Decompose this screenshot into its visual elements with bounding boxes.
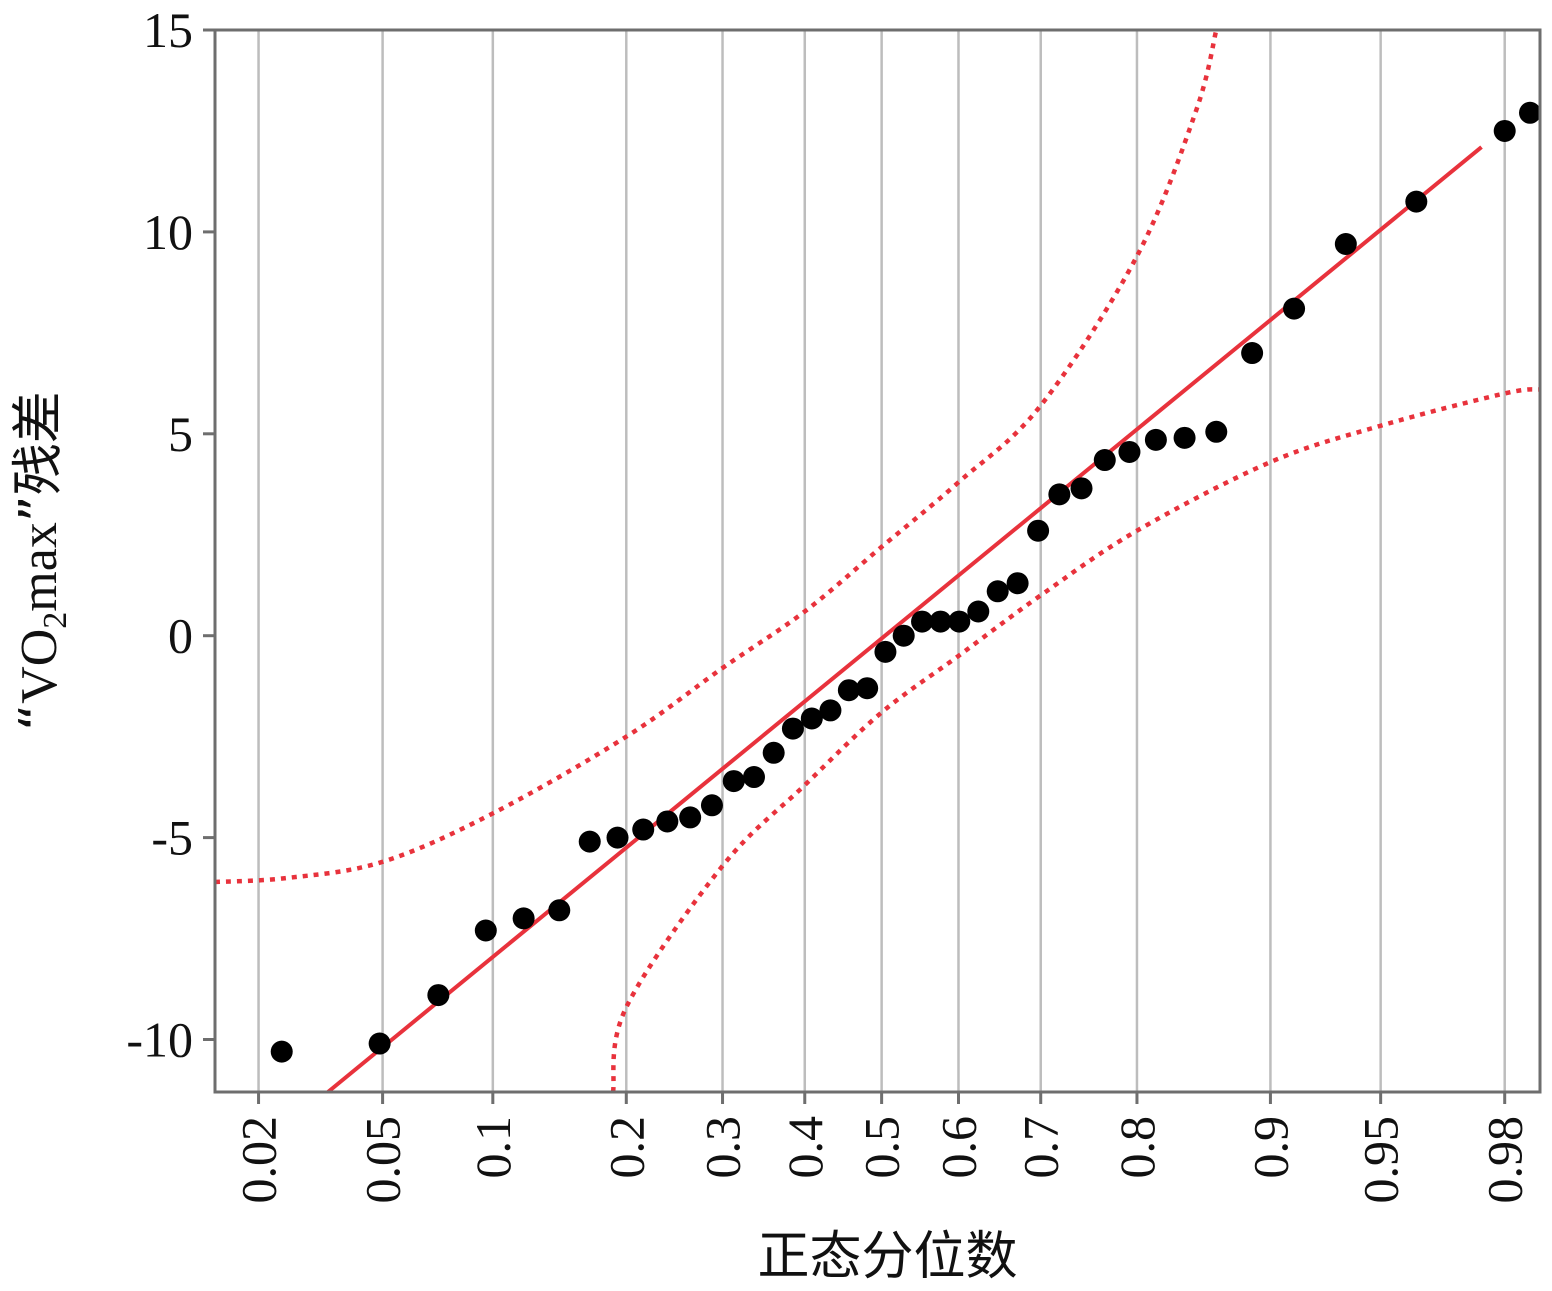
x-tick-label: 0.2 xyxy=(598,1116,654,1179)
data-point xyxy=(1493,119,1516,142)
y-axis-title-vo: VO xyxy=(11,629,68,704)
x-axis-title: 正态分位数 xyxy=(757,1227,1017,1287)
y-tick-label: 15 xyxy=(143,2,193,58)
data-point xyxy=(548,899,571,922)
data-point xyxy=(819,699,842,722)
data-point xyxy=(1027,519,1050,542)
data-point xyxy=(1173,426,1196,449)
data-point xyxy=(892,624,915,647)
plot-frame xyxy=(213,28,1542,1094)
x-tick-label: 0.8 xyxy=(1109,1116,1165,1179)
data-point xyxy=(722,770,745,793)
data-point xyxy=(1093,449,1116,472)
fit-line xyxy=(326,145,1483,1094)
data-point xyxy=(679,806,702,829)
data-point xyxy=(578,830,601,853)
data-point xyxy=(1205,420,1228,443)
data-point xyxy=(1118,440,1141,463)
data-point xyxy=(856,677,879,700)
data-point xyxy=(1334,233,1357,256)
data-point xyxy=(911,610,934,633)
fit-line-layer xyxy=(326,145,1483,1094)
y-tick-label: 10 xyxy=(143,204,193,260)
data-point xyxy=(427,984,450,1007)
residual-points xyxy=(270,101,1541,1063)
data-point xyxy=(986,580,1009,603)
data-point xyxy=(929,610,952,633)
data-point xyxy=(874,640,897,663)
data-point xyxy=(512,907,535,930)
data-point xyxy=(1048,483,1071,506)
x-tick-label: 0.5 xyxy=(854,1116,910,1179)
data-point xyxy=(837,679,860,702)
data-point xyxy=(800,707,823,730)
x-tick-label: 0.1 xyxy=(465,1116,521,1179)
x-tick-label: 0.98 xyxy=(1477,1116,1533,1204)
y-axis-title-subscript: 2 xyxy=(37,612,74,629)
data-point xyxy=(1144,428,1167,451)
data-point xyxy=(762,741,785,764)
data-point xyxy=(1070,477,1093,500)
data-point xyxy=(1519,101,1541,124)
y-tick-label: 5 xyxy=(168,406,193,462)
y-tick-label: 0 xyxy=(168,608,193,664)
data-point xyxy=(632,818,655,841)
y-axis-title-open-quote: “ xyxy=(9,704,69,731)
data-point xyxy=(781,717,804,740)
data-point xyxy=(1006,572,1029,595)
x-tick-label: 0.4 xyxy=(777,1116,833,1179)
x-tick-label: 0.95 xyxy=(1353,1116,1409,1204)
x-tick-label: 0.6 xyxy=(930,1116,986,1179)
y-tick-label: -10 xyxy=(126,1012,193,1068)
data-point xyxy=(1283,297,1306,320)
x-tick-label: 0.7 xyxy=(1013,1116,1069,1179)
y-axis-title: “VO2max”残差 xyxy=(9,391,74,731)
data-point xyxy=(606,826,629,849)
data-point xyxy=(1241,342,1264,365)
lower-confidence-band xyxy=(610,387,1541,1093)
x-tick-label: 0.3 xyxy=(695,1116,751,1179)
upper-confidence-band xyxy=(214,29,1219,885)
data-point xyxy=(1405,190,1428,213)
x-tick-label: 0.05 xyxy=(355,1116,411,1204)
data-point xyxy=(967,600,990,623)
y-tick-label: -5 xyxy=(151,810,193,866)
data-point xyxy=(948,610,971,633)
y-axis-title-max: max xyxy=(11,522,68,612)
data-point xyxy=(474,919,497,942)
confidence-bands xyxy=(214,29,1541,1093)
data-point xyxy=(743,766,766,789)
x-tick-label: 0.02 xyxy=(231,1116,287,1204)
data-point xyxy=(656,810,679,833)
data-point xyxy=(700,794,723,817)
x-axis-ticks: 0.02 0.05 0.1 0.2 0.3 0.4 0.5 0.6 0.7 0.8 0.9 0.95 0… xyxy=(231,1092,1533,1204)
y-axis-ticks: -10 -5 0 5 10 15 xyxy=(126,2,215,1068)
y-axis-title-suffix: ”残差 xyxy=(9,391,69,522)
x-tick-label: 0.9 xyxy=(1242,1116,1298,1179)
data-point xyxy=(270,1040,293,1063)
data-point xyxy=(368,1032,391,1055)
vertical-grid-lines xyxy=(257,30,1506,1092)
